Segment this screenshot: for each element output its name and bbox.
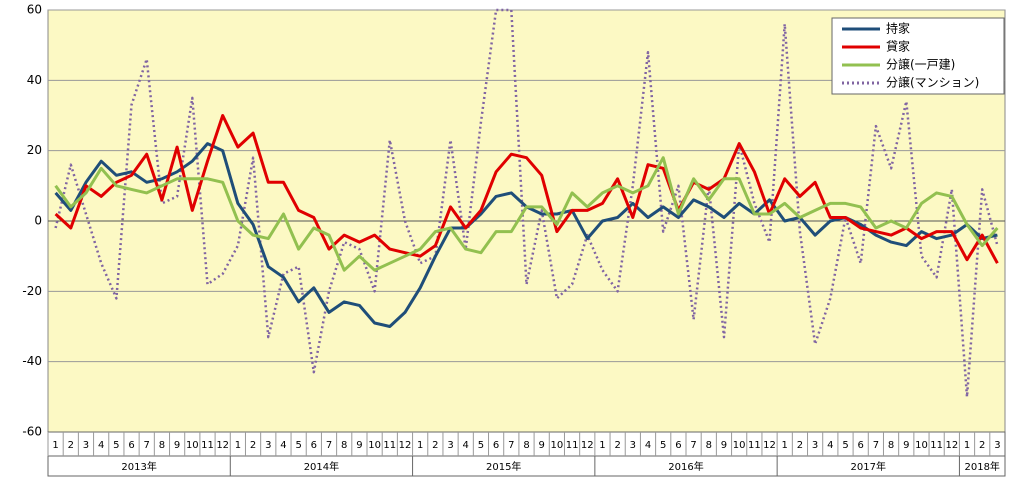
year-label: 2013年: [121, 460, 156, 473]
x-tick-label: 9: [539, 440, 545, 451]
x-tick-label: 3: [812, 440, 818, 451]
y-tick-label: 0: [34, 214, 42, 228]
x-tick-label: 6: [128, 440, 134, 451]
x-tick-label: 2: [979, 440, 985, 451]
x-tick-label: 3: [83, 440, 89, 451]
x-tick-label: 12: [216, 440, 229, 451]
year-label: 2018年: [964, 460, 999, 473]
x-tick-label: 5: [295, 440, 301, 451]
legend-label: 持家: [886, 21, 910, 36]
x-tick-label: 7: [326, 440, 332, 451]
x-tick-label: 8: [706, 440, 712, 451]
legend-box: [831, 17, 1005, 95]
x-tick-label: 1: [782, 440, 788, 451]
x-tick-label: 8: [523, 440, 529, 451]
x-tick-label: 6: [858, 440, 864, 451]
x-tick-label: 1: [599, 440, 605, 451]
x-tick-label: 6: [493, 440, 499, 451]
x-tick-label: 5: [113, 440, 119, 451]
x-tick-label: 9: [721, 440, 727, 451]
x-tick-label: 11: [748, 440, 761, 451]
x-tick-label: 10: [733, 440, 746, 451]
x-tick-label: 2: [250, 440, 256, 451]
x-tick-label: 4: [827, 440, 833, 451]
x-tick-label: 3: [265, 440, 271, 451]
lines: [54, 8, 999, 399]
series-line: [54, 114, 999, 264]
x-tick-label: 7: [508, 440, 514, 451]
x-tick-label: 1: [417, 440, 423, 451]
y-tick-label: -20: [22, 284, 42, 298]
x-tick-label: 7: [873, 440, 879, 451]
x-tick-label: 5: [842, 440, 848, 451]
x-tick-label: 2: [68, 440, 74, 451]
x-tick-label: 9: [356, 440, 362, 451]
x-tick-label: 2: [614, 440, 620, 451]
y-tick-label: 60: [27, 3, 42, 17]
x-tick-label: 6: [675, 440, 681, 451]
year-label: 2015年: [486, 460, 521, 473]
y-tick-label: 20: [27, 143, 42, 157]
legend-label: 分譲(マンション): [886, 75, 979, 90]
x-tick-label: 9: [174, 440, 180, 451]
x-tick-label: 5: [660, 440, 666, 451]
year-label: 2016年: [668, 460, 703, 473]
x-axis: 1 2 3 4 5 6 7 8 9 10 11 12 1 2 3 4 5 6 7 8 9 10 11 12 1 2 3 4 5 6 7 8 9 1…: [47, 431, 1006, 477]
y-tick-label: -60: [22, 425, 42, 439]
x-tick-label: 4: [280, 440, 286, 451]
year-label: 2014年: [304, 460, 339, 473]
legend-label: 分譲(一戸建): [886, 57, 955, 72]
x-tick-label: 8: [888, 440, 894, 451]
x-tick-label: 4: [645, 440, 651, 451]
x-tick-label: 11: [566, 440, 579, 451]
x-tick-label: 3: [630, 440, 636, 451]
x-tick-label: 9: [903, 440, 909, 451]
x-tick-label: 3: [994, 440, 1000, 451]
x-tick-label: 8: [341, 440, 347, 451]
x-tick-label: 10: [915, 440, 928, 451]
x-tick-label: 12: [763, 440, 776, 451]
x-tick-label: 10: [551, 440, 564, 451]
x-tick-label: 5: [478, 440, 484, 451]
x-tick-label: 6: [311, 440, 317, 451]
x-tick-label: 7: [690, 440, 696, 451]
year-label: 2017年: [851, 460, 886, 473]
x-tick-label: 3: [447, 440, 453, 451]
y-tick-label: 40: [27, 73, 42, 87]
x-tick-label: 1: [964, 440, 970, 451]
x-tick-label: 2: [797, 440, 803, 451]
series-line: [54, 8, 999, 399]
x-tick-label: 7: [144, 440, 150, 451]
x-tick-label: 1: [52, 440, 58, 451]
legend-label: 貸家: [886, 39, 910, 54]
y-tick-label: -40: [22, 354, 42, 368]
x-tick-label: 11: [930, 440, 943, 451]
x-tick-label: 12: [399, 440, 412, 451]
x-tick-label: 1: [235, 440, 241, 451]
x-tick-label: 8: [159, 440, 165, 451]
axis-table: [47, 431, 1006, 477]
series-line: [54, 156, 999, 272]
x-tick-label: 12: [945, 440, 958, 451]
x-tick-label: 11: [201, 440, 214, 451]
x-tick-label: 10: [368, 440, 381, 451]
x-tick-label: 10: [186, 440, 199, 451]
x-tick-label: 4: [463, 440, 469, 451]
x-tick-label: 12: [581, 440, 594, 451]
x-tick-label: 2: [432, 440, 438, 451]
x-tick-label: 4: [98, 440, 104, 451]
x-tick-label: 11: [383, 440, 396, 451]
